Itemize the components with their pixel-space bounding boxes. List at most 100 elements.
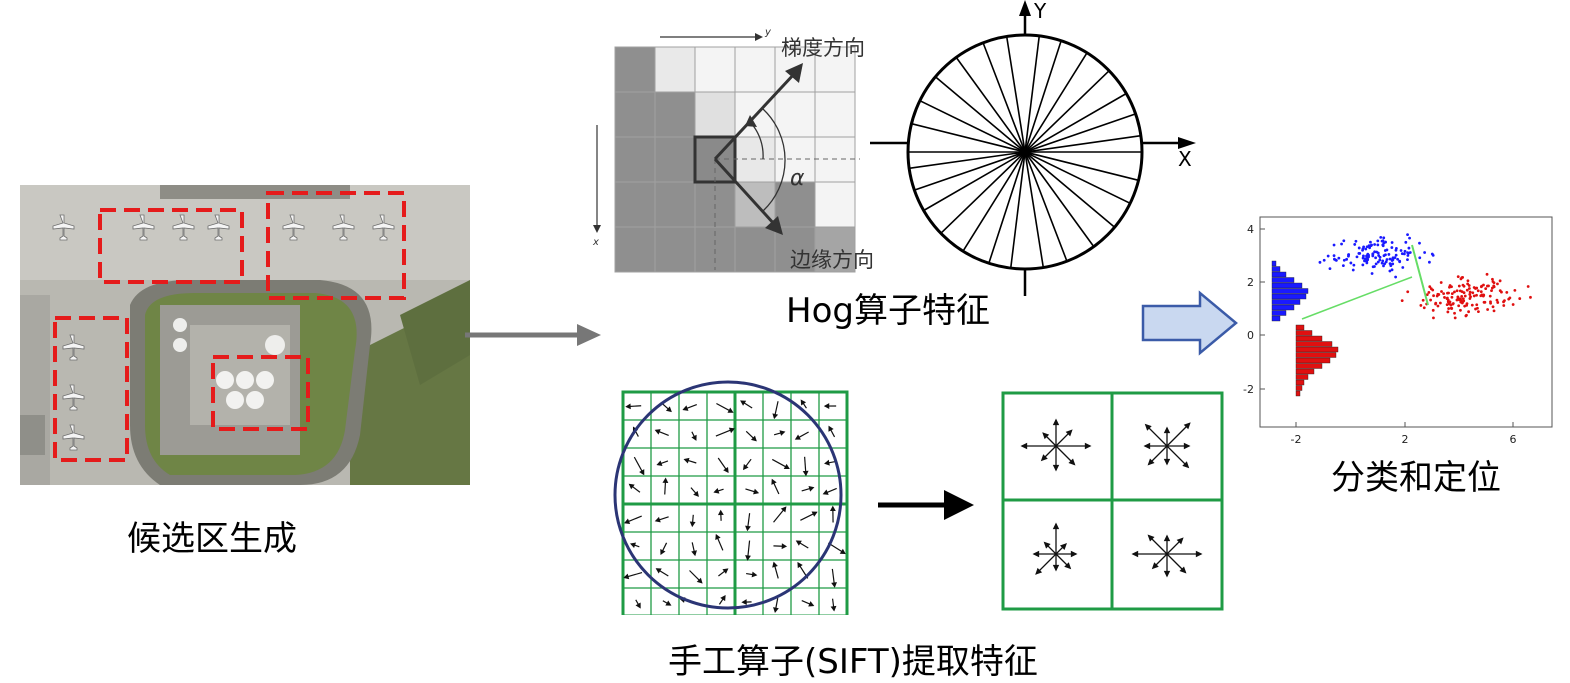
histogram-bar — [1295, 357, 1331, 364]
scatter-point-red — [1492, 284, 1496, 288]
flow-arrow-gray — [465, 324, 601, 346]
scatter-point-blue — [1390, 246, 1394, 249]
scatter-point-blue — [1363, 257, 1367, 261]
scatter-point-blue — [1371, 252, 1375, 256]
histogram-bar — [1295, 379, 1305, 386]
proposal-caption: 候选区生成 — [127, 519, 297, 559]
histogram-bar — [1271, 277, 1295, 283]
scatter-point-red — [1446, 310, 1450, 314]
scatter-point-blue — [1318, 260, 1322, 264]
y-tick-2: 2 — [1247, 276, 1254, 289]
orientation-bin-line — [909, 134, 1141, 170]
scatter-point-blue — [1376, 239, 1380, 243]
scatter-point-red — [1428, 285, 1432, 289]
scatter-point-red — [1502, 304, 1506, 307]
aerial-image — [20, 185, 470, 485]
scatter-point-blue — [1345, 257, 1349, 261]
histogram-bar — [1271, 271, 1287, 278]
scatter-point-red — [1460, 290, 1464, 294]
scatter-point-blue — [1349, 261, 1353, 265]
scatter-point-red — [1460, 301, 1464, 305]
scatter-point-red — [1429, 298, 1433, 302]
histogram-bar — [1295, 363, 1323, 369]
hog-edge-label: 边缘方向 — [790, 248, 874, 272]
scatter-point-blue — [1373, 243, 1377, 246]
proposal-box — [211, 355, 310, 431]
scatter-point-blue — [1399, 249, 1403, 252]
scatter-point-red — [1491, 277, 1494, 281]
scatter-point-blue — [1382, 264, 1385, 268]
scatter-point-blue — [1366, 258, 1370, 262]
sift-descriptor-grid — [613, 380, 849, 615]
scatter-point-blue — [1366, 254, 1369, 258]
scatter-point-red — [1503, 299, 1506, 303]
scatter-point-red — [1442, 292, 1446, 296]
scatter-point-red — [1479, 290, 1483, 294]
scatter-point-red — [1453, 290, 1456, 294]
scatter-point-red — [1436, 304, 1440, 308]
scatter-point-blue — [1353, 243, 1357, 246]
scatter-point-red — [1448, 300, 1452, 304]
orientation-histogram-arrow — [1166, 422, 1191, 447]
scatter-point-blue — [1403, 249, 1407, 253]
scatter-point-red — [1450, 295, 1454, 299]
scatter-point-red — [1460, 295, 1464, 298]
scatter-point-blue — [1382, 236, 1386, 240]
scatter-point-red — [1468, 293, 1472, 296]
scatter-point-red — [1466, 279, 1470, 283]
scatter-point-red — [1484, 287, 1488, 291]
scatter-point-red — [1511, 303, 1515, 306]
scatter-point-red — [1468, 290, 1472, 294]
scatter-point-blue — [1393, 256, 1397, 260]
scatter-point-red — [1466, 282, 1470, 286]
scatter-point-blue — [1352, 263, 1356, 267]
scatter-point-blue — [1361, 263, 1365, 267]
scatter-point-red — [1453, 316, 1457, 320]
scatter-point-blue — [1332, 254, 1336, 258]
scatter-point-blue — [1394, 275, 1398, 279]
hog-angle-label: α — [790, 166, 805, 191]
histogram-bar — [1295, 346, 1339, 353]
scatter-point-red — [1437, 293, 1441, 296]
proposal-box — [53, 316, 129, 462]
scatter-point-red — [1491, 305, 1495, 309]
histogram-bar — [1295, 352, 1337, 358]
scatter-point-blue — [1431, 253, 1435, 257]
histogram-bar — [1271, 315, 1281, 322]
scatter-point-red — [1456, 295, 1460, 299]
scatter-point-blue — [1361, 248, 1364, 252]
scatter-point-blue — [1401, 266, 1405, 269]
scatter-point-red — [1459, 308, 1462, 312]
scatter-point-blue — [1376, 251, 1380, 255]
hog-cell-grid: y x α 梯度方向 边缘方向 — [592, 27, 874, 273]
scatter-point-red — [1459, 299, 1463, 302]
scatter-point-blue — [1328, 267, 1332, 271]
scatter-point-red — [1447, 307, 1451, 310]
histogram-bar — [1271, 288, 1309, 294]
scatter-point-red — [1425, 293, 1429, 297]
histogram-bar — [1271, 282, 1303, 289]
scatter-point-red — [1445, 303, 1449, 307]
scatter-point-red — [1450, 306, 1454, 310]
scatter-point-blue — [1389, 264, 1393, 268]
scatter-point-blue — [1378, 258, 1382, 262]
scatter-point-red — [1419, 304, 1423, 307]
scatter-point-blue — [1394, 253, 1398, 257]
scatter-point-red — [1421, 298, 1425, 302]
scatter-point-red — [1427, 291, 1431, 294]
scatter-point-red — [1432, 316, 1435, 320]
scatter-point-red — [1480, 284, 1484, 288]
scatter-point-blue — [1355, 255, 1359, 259]
scatter-point-red — [1529, 295, 1532, 299]
scatter-point-red — [1472, 286, 1476, 289]
scatter-point-red — [1432, 294, 1435, 298]
scatter-point-blue — [1374, 256, 1378, 260]
scatter-point-blue — [1406, 258, 1409, 262]
classification-scatter: 4 2 0 -2 -2 2 6 — [1243, 216, 1553, 446]
scatter-point-red — [1449, 303, 1453, 307]
scatter-point-blue — [1418, 241, 1421, 245]
scatter-point-red — [1440, 290, 1443, 293]
histogram-bar — [1271, 260, 1277, 267]
scatter-point-blue — [1418, 256, 1422, 260]
histogram-bar — [1295, 324, 1305, 331]
